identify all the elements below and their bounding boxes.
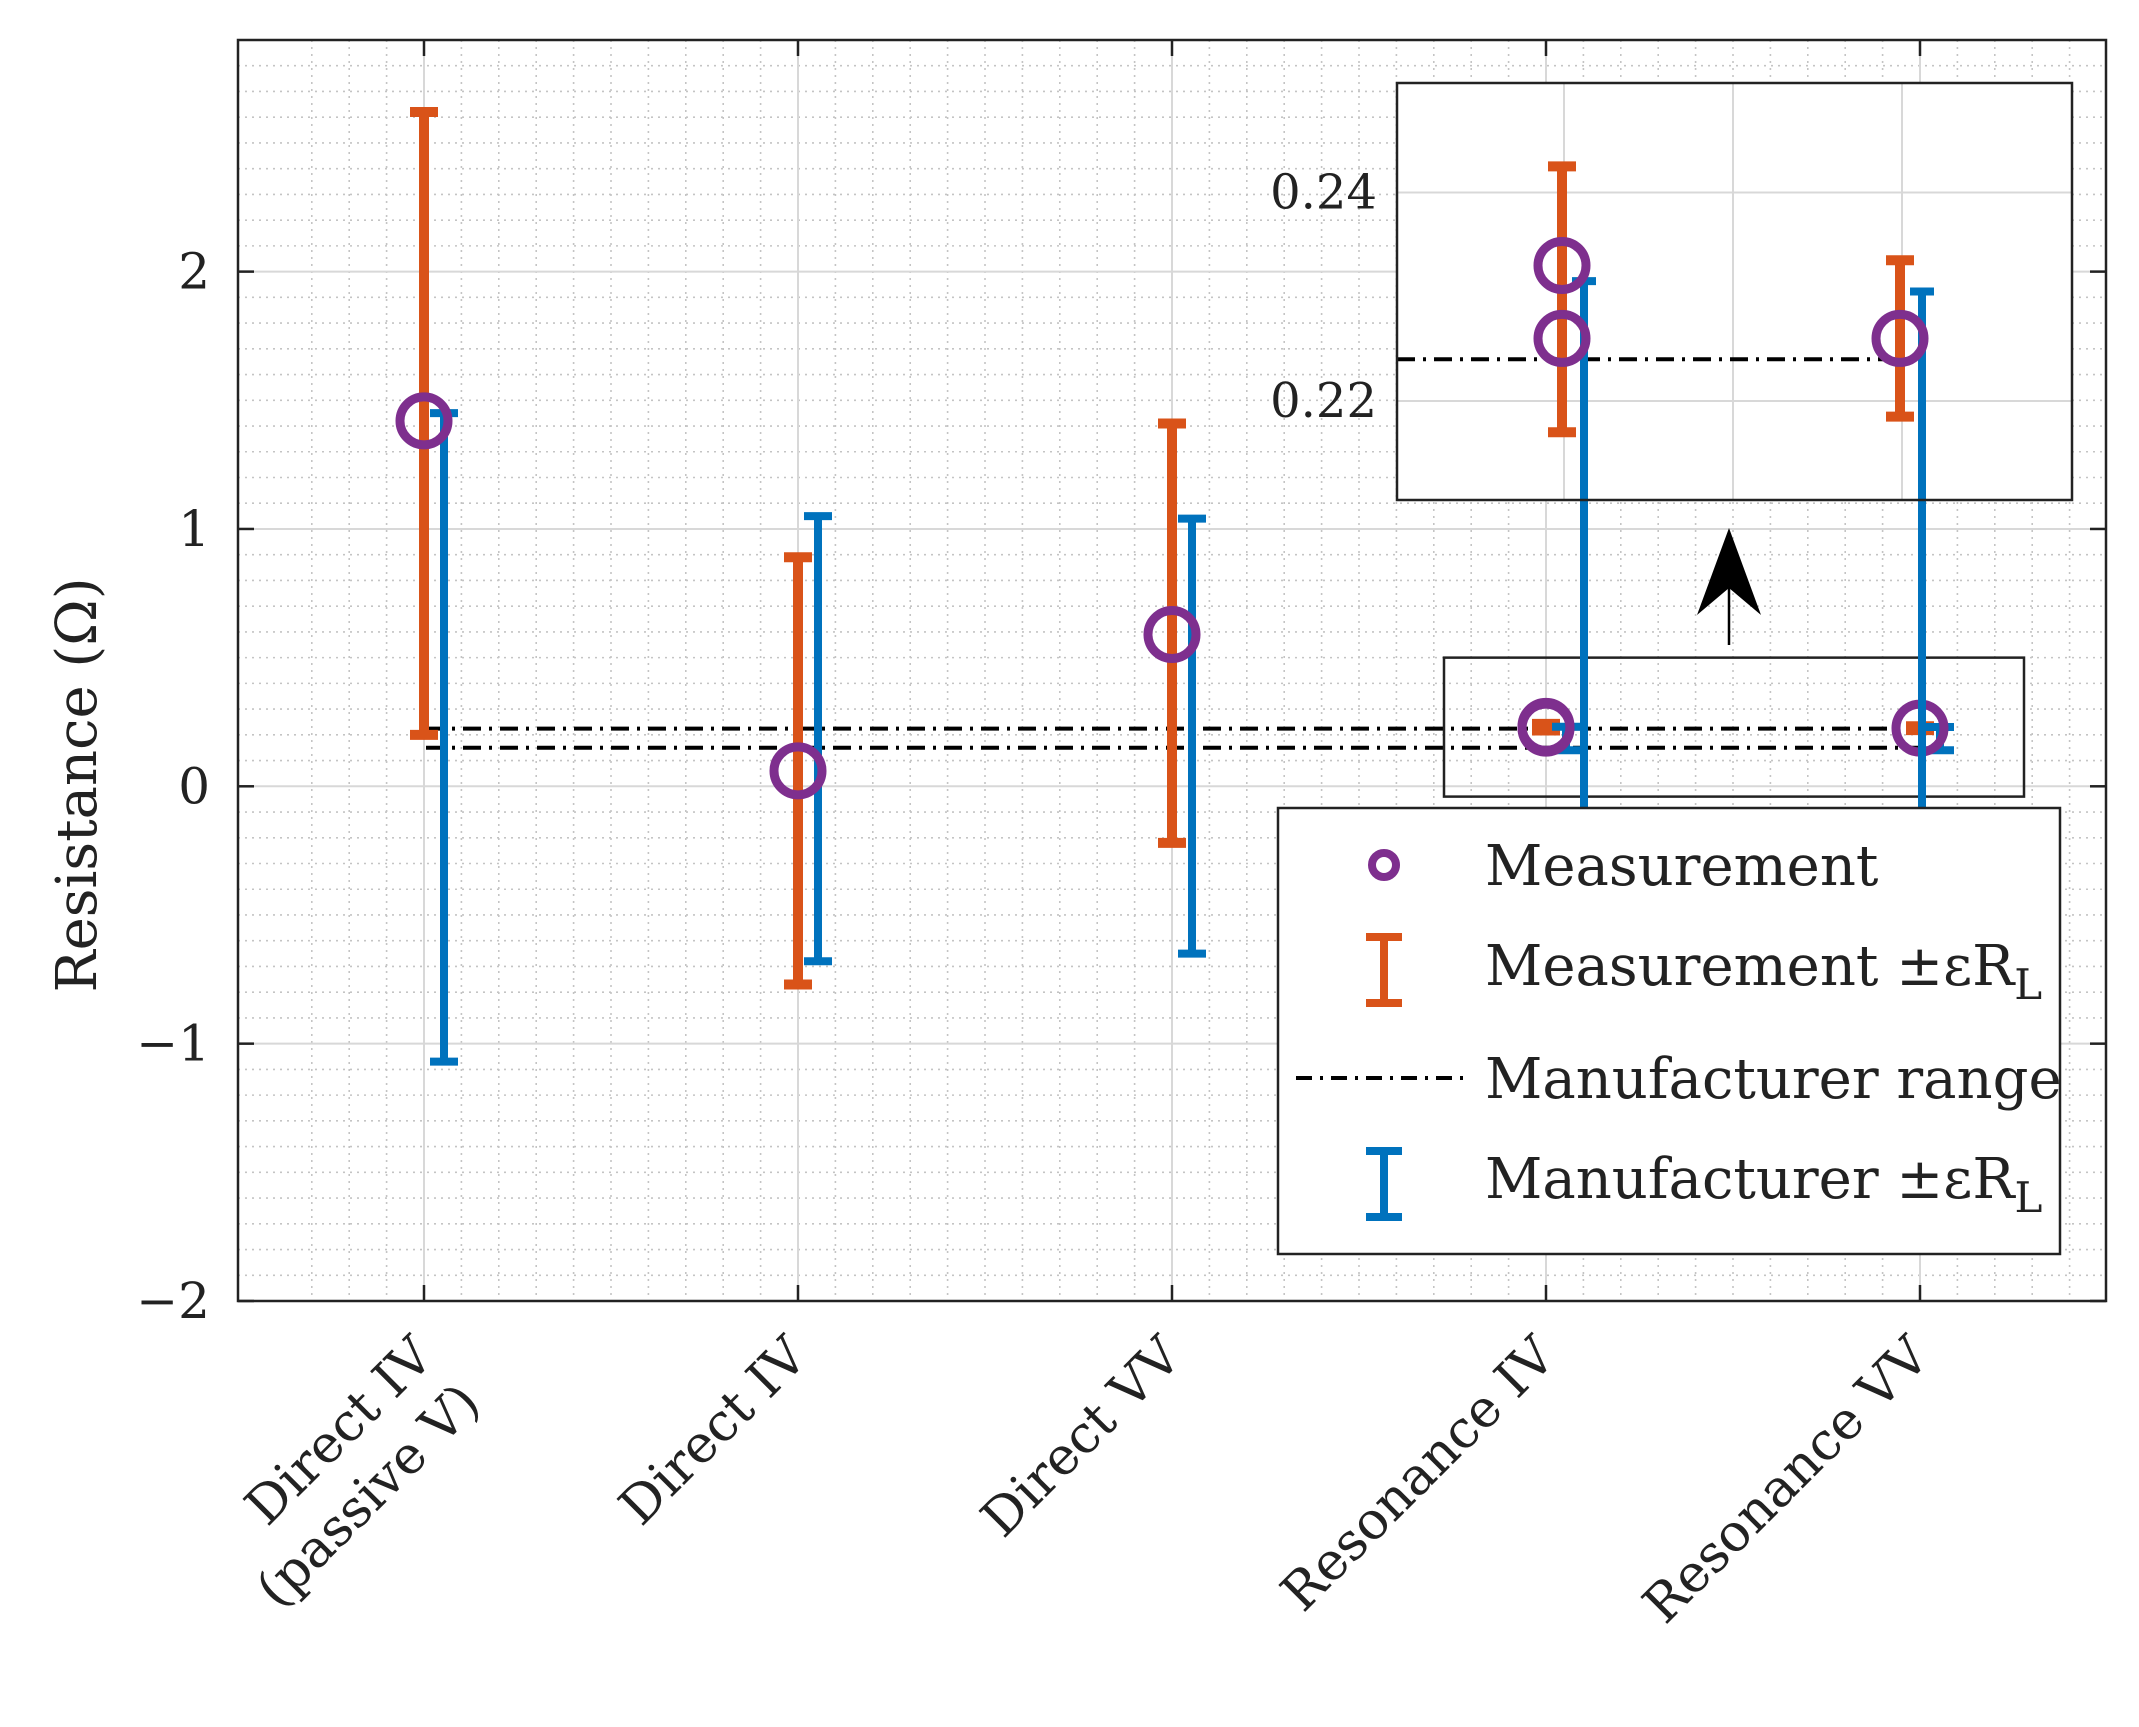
legend-orange-errorbar-icon bbox=[1366, 933, 1402, 1007]
y-axis-title: Resistance (Ω) bbox=[45, 577, 110, 992]
measurement-point bbox=[1143, 605, 1201, 663]
errorbar bbox=[1886, 255, 1914, 422]
main-data-marks bbox=[395, 107, 1954, 1066]
y-tick-label: −2 bbox=[136, 1272, 210, 1330]
manufacturer-range-lines bbox=[426, 726, 1935, 750]
category-label: Resonance IV bbox=[1270, 1325, 1568, 1623]
zoom-arrow bbox=[1697, 528, 1761, 645]
category-label: Direct IV bbox=[608, 1325, 820, 1537]
legend-label-manufacturer-error: Manufacturer ±εRL bbox=[1485, 1147, 2042, 1222]
inset-y-tick-label: 0.22 bbox=[1270, 373, 1377, 429]
legend-entry-manufacturer-error: Manufacturer ±εRL bbox=[1366, 1147, 2042, 1222]
category-labels: Direct IV(passive V) Direct IV Direct VV Re… bbox=[234, 1325, 1942, 1635]
legend-label-measurement-error: Measurement ±εRL bbox=[1485, 934, 2042, 1009]
main-axis-ticks bbox=[238, 40, 2106, 1303]
category-label: Direct VV bbox=[970, 1325, 1194, 1549]
errorbar bbox=[1158, 418, 1186, 848]
inset-tick-labels: 0.22 0.24 bbox=[1270, 164, 1377, 429]
legend-circle-marker-icon bbox=[1368, 849, 1400, 881]
legend-entry-measurement-error: Measurement ±εRL bbox=[1366, 933, 2042, 1009]
inset-axes-frame bbox=[1395, 81, 2074, 502]
inset-background bbox=[1397, 83, 2072, 500]
y-tick-label: 2 bbox=[178, 243, 210, 301]
measurement-point bbox=[1871, 309, 1929, 367]
measurement-point bbox=[395, 392, 453, 450]
zoom-region-box bbox=[1442, 656, 2026, 798]
measurement-point bbox=[1533, 236, 1591, 294]
inset-plot: 0.22 0.24 bbox=[1270, 81, 2074, 1239]
legend-label-measurement: Measurement bbox=[1485, 834, 1879, 899]
legend-blue-errorbar-icon bbox=[1366, 1147, 1402, 1221]
legend-box bbox=[1276, 806, 2062, 1256]
measurement-point bbox=[769, 742, 827, 800]
legend-entry-measurement: Measurement bbox=[1368, 834, 1879, 899]
legend-entry-manufacturer-range: Manufacturer range bbox=[1296, 1047, 2062, 1112]
y-tick-label: 1 bbox=[178, 500, 210, 558]
y-tick-label: 0 bbox=[178, 757, 210, 815]
errorbar bbox=[1178, 514, 1206, 958]
y-tick-label: −1 bbox=[136, 1015, 210, 1073]
legend: Measurement Measurement ±εRL Manufacture… bbox=[1276, 806, 2062, 1256]
inset-data-marks bbox=[1533, 161, 1934, 1239]
category-label: Resonance VV bbox=[1632, 1325, 1942, 1635]
legend-label-manufacturer-range: Manufacturer range bbox=[1485, 1047, 2062, 1112]
errorbar bbox=[1548, 161, 1576, 438]
y-tick-labels: −2 −1 0 1 2 bbox=[136, 243, 210, 1330]
errorbar bbox=[784, 552, 812, 990]
measurement-point bbox=[1517, 699, 1575, 757]
measurement-point bbox=[1533, 309, 1591, 367]
inset-y-tick-label: 0.24 bbox=[1270, 164, 1377, 220]
errorbar bbox=[804, 512, 832, 966]
errorbar bbox=[410, 107, 438, 740]
